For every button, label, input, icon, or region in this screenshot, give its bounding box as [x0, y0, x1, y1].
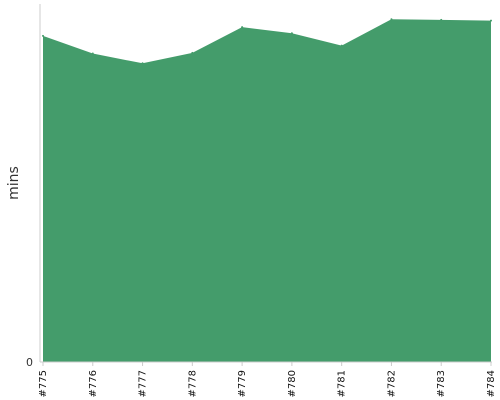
x-tick-label-7: #782: [386, 370, 397, 397]
y-axis-ticks: 0: [26, 356, 33, 369]
data-point-9: [490, 19, 492, 22]
area-series: [43, 19, 491, 363]
x-axis-ticks: #775 #776 #777 #778 #779 #780 #781 #782 #783 #784: [38, 362, 497, 397]
data-point-8: [440, 18, 443, 21]
x-tick-label-6: #781: [337, 370, 348, 397]
data-point-1: [91, 52, 94, 55]
x-tick-label-9: #784: [486, 370, 497, 397]
data-point-5: [290, 32, 293, 35]
y-axis-title: mins: [6, 166, 22, 200]
data-point-7: [390, 18, 393, 21]
data-point-4: [241, 26, 244, 29]
x-tick-label-5: #780: [287, 370, 298, 397]
area-series-layer: [42, 18, 492, 363]
data-point-0: [42, 34, 44, 37]
data-point-6: [340, 44, 343, 47]
x-tick-label-8: #783: [436, 370, 447, 397]
x-tick-label-3: #778: [187, 370, 198, 397]
x-tick-label-2: #777: [138, 370, 149, 397]
data-point-3: [191, 51, 194, 54]
data-point-2: [141, 62, 144, 65]
y-tick-label-0: 0: [26, 356, 33, 369]
x-tick-label-4: #779: [237, 370, 248, 397]
x-tick-label-0: #775: [38, 370, 49, 397]
x-tick-label-1: #776: [88, 370, 99, 397]
